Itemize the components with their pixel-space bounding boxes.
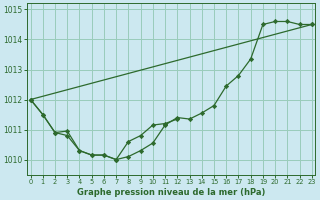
X-axis label: Graphe pression niveau de la mer (hPa): Graphe pression niveau de la mer (hPa) — [77, 188, 265, 197]
